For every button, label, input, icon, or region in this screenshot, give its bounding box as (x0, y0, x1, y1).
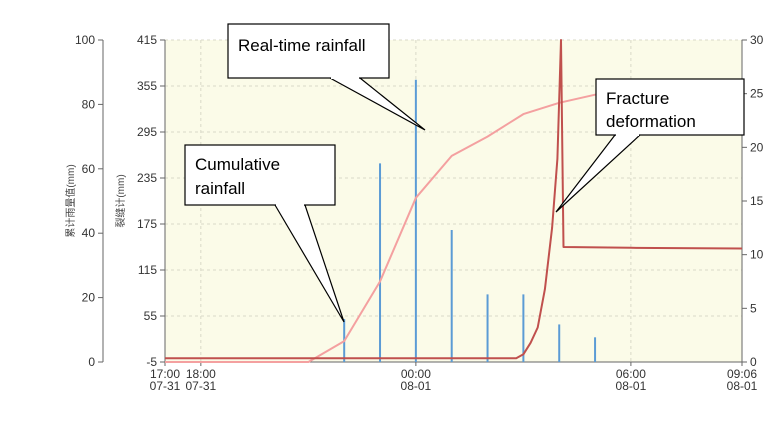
y-left-inner-axis-tick-label: 175 (137, 217, 157, 231)
x-axis-tick-label-time: 06:00 (616, 367, 646, 381)
y-right-axis-tick-label: 5 (750, 301, 757, 315)
x-axis-tick-label-time: 09:06 (727, 367, 757, 381)
y-right-axis-tick-label: 25 (750, 87, 764, 101)
callout-text: Real-time rainfall (238, 36, 366, 55)
x-axis-tick-label-date: 08-01 (727, 379, 758, 393)
y-left-inner-axis-tick-label: 355 (137, 79, 157, 93)
callout-text: Fracture (606, 89, 669, 108)
y-left-outer-axis-tick-label: 40 (82, 226, 96, 240)
y-left-inner-axis-tick-label: 415 (137, 33, 157, 47)
x-axis-tick-label-date: 07-31 (185, 379, 216, 393)
x-axis-tick-label-time: 00:00 (401, 367, 431, 381)
y-left-outer-axis-tick-label: 80 (82, 97, 96, 111)
callout-text: rainfall (195, 179, 245, 198)
callout-box (227, 23, 390, 79)
y-right-axis-tick-label: 20 (750, 140, 764, 154)
callouts: Real-time rainfall Cumulative rainfall Frac… (184, 23, 745, 323)
y-right-axis-tick-label: 30 (750, 33, 764, 47)
rainfall-bars (343, 79, 597, 362)
y-left-outer-axis-title: 累计雨量值(mm) (64, 164, 77, 237)
callout-real-time-rainfall: Real-time rainfall (227, 23, 426, 131)
x-axis-tick-label-time: 18:00 (186, 367, 216, 381)
callout-box (595, 78, 745, 136)
y-left-outer-axis-tick-label: 0 (88, 355, 95, 369)
y-left-outer-axis-tick-label: 20 (82, 291, 96, 305)
fracture-deformation-line (165, 39, 743, 360)
y-left-inner-axis-title: 裂缝计(mm) (114, 174, 127, 227)
callout-cumulative-rainfall: Cumulative rainfall (184, 144, 345, 323)
y-right-axis-tick-label: 10 (750, 248, 764, 262)
y-left-outer-axis-tick-label: 60 (82, 162, 96, 176)
x-axis-tick-label-date: 07-31 (150, 379, 181, 393)
y-left-inner-axis-tick-label: 235 (137, 171, 157, 185)
callout-text: deformation (606, 112, 696, 131)
y-left-inner-axis-tick-label: -5 (146, 355, 157, 369)
x-axis-tick-label-date: 08-01 (401, 379, 432, 393)
series-lines (165, 39, 743, 363)
x-axis-tick-label-date: 08-01 (616, 379, 647, 393)
callout-text: Cumulative (195, 155, 280, 174)
y-left-inner-axis-tick-label: 295 (137, 125, 157, 139)
y-right-axis-tick-label: 15 (750, 194, 764, 208)
x-axis-tick-label-time: 17:00 (150, 367, 180, 381)
y-left-outer-axis-tick-label: 100 (75, 33, 95, 47)
y-right-axis-tick-label: 0 (750, 355, 757, 369)
callout-box (184, 144, 336, 206)
callout-fracture-deformation: Fracture deformation (555, 78, 745, 213)
cumulative-rainfall-line (165, 87, 632, 363)
y-left-inner-axis-tick-label: 115 (138, 263, 157, 277)
y-left-inner-axis-tick-label: 55 (144, 309, 158, 323)
